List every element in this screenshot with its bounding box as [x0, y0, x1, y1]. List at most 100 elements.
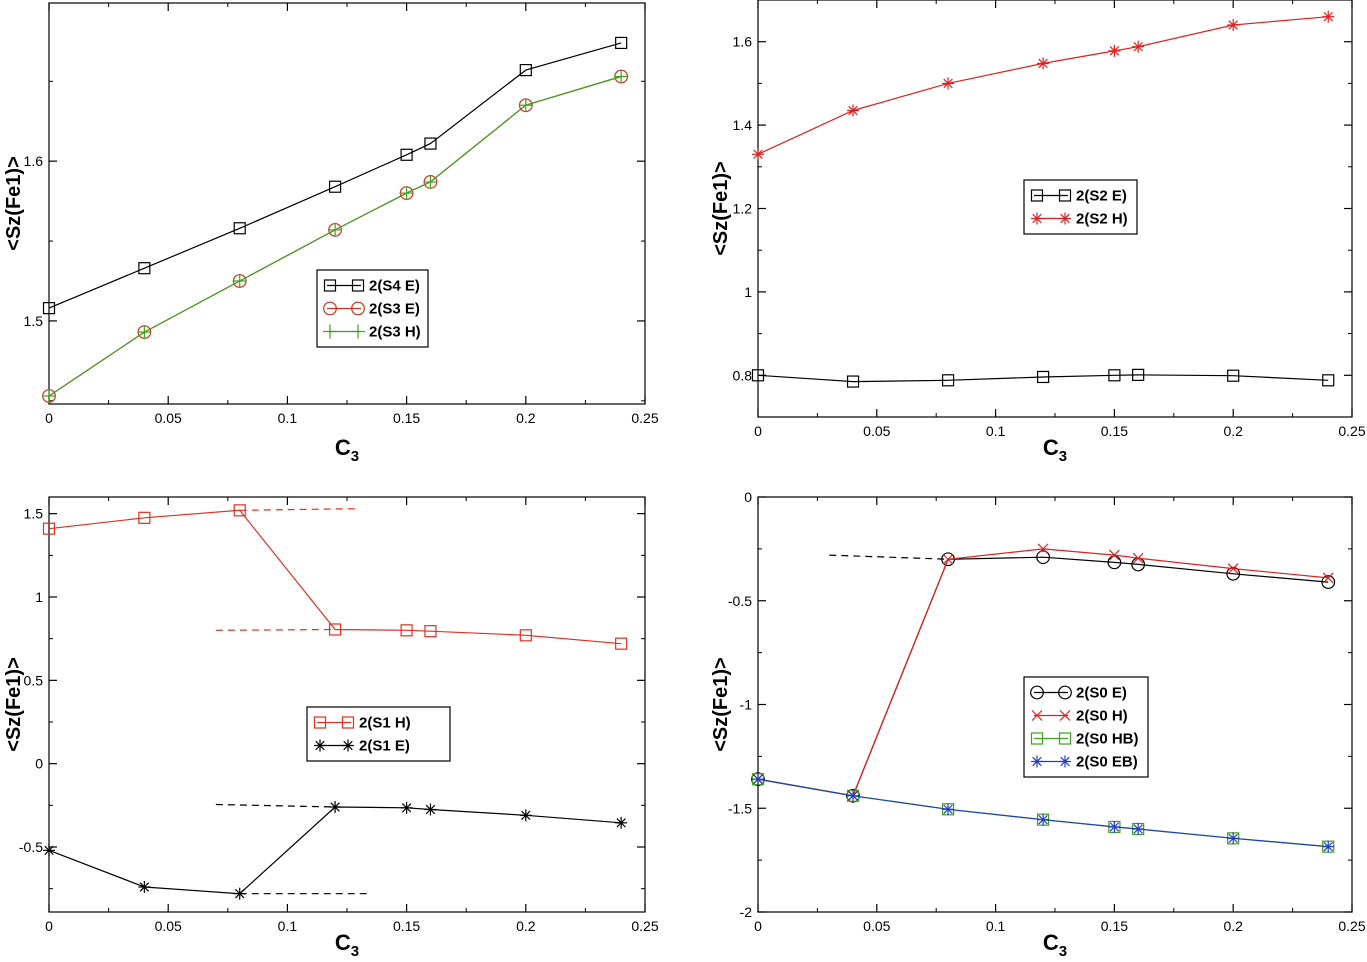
- x-tick-label: 0.05: [863, 918, 890, 934]
- legend-label: 2(S3 H): [369, 324, 421, 341]
- x-axis-label: C3: [335, 435, 359, 465]
- legend-marker: [341, 716, 355, 729]
- x-tick-label: 0.2: [516, 410, 536, 426]
- x-tick-label: 0.2: [1223, 423, 1243, 439]
- data-point-s1-7: [1322, 572, 1334, 584]
- y-tick-label: 1.2: [733, 201, 753, 217]
- legend-marker: [1058, 189, 1072, 202]
- data-point-s1-2: [942, 77, 955, 90]
- data-point-s2-1: [137, 325, 152, 340]
- chart-panel-top-right: 0 0.05 0.1 0.15 0.2 0.25 0.8 1 1.2 1.4 1.6 C3 <Sz(Fe…: [710, 0, 1366, 465]
- data-point-s1-2: [233, 887, 246, 900]
- data-point-s3-5: [1132, 823, 1145, 835]
- x-tick-label: 0.15: [393, 918, 420, 934]
- legend-label: 2(S2 E): [1076, 188, 1127, 205]
- x-tick-label: 0.2: [516, 918, 536, 934]
- data-point-s2-0: [42, 389, 56, 404]
- x-axis-label: C3: [1043, 435, 1067, 465]
- y-tick-label: 1: [744, 284, 752, 300]
- chart-panel-bottom-right: 0 0.05 0.1 0.15 0.2 0.25 -2 -1.5 -1 -0.5 0 C3 <Sz(Fe…: [710, 489, 1366, 960]
- data-point-s0-6: [519, 629, 532, 642]
- legend-marker: [351, 324, 365, 339]
- legend-marker: [314, 739, 326, 752]
- data-point-s1-7: [1322, 10, 1335, 23]
- y-tick-label: 0: [744, 489, 752, 505]
- legend-label: 2(S2 H): [1076, 211, 1128, 228]
- legend-marker: [1058, 685, 1072, 700]
- legend-entry: 2(S4 E): [323, 278, 420, 295]
- data-point-s2-4: [399, 186, 414, 201]
- x-tick-label: 0.15: [1101, 423, 1128, 439]
- data-point-s0-5: [1132, 368, 1145, 381]
- x-tick-label: 0.15: [393, 410, 420, 426]
- data-point-s0-3: [1036, 550, 1051, 565]
- legend-marker: [323, 301, 337, 316]
- legend-label: 2(S1 H): [359, 715, 411, 732]
- data-point-s1-0: [752, 148, 764, 161]
- x-tick-label: 0.05: [155, 918, 182, 934]
- x-tick-label: 0: [754, 918, 762, 934]
- dashed-guide-line: [215, 803, 336, 808]
- data-point-s0-1: [138, 262, 151, 275]
- x-axis-label: C3: [1043, 930, 1067, 960]
- data-point-s0-1: [846, 375, 860, 388]
- data-point-s0-4: [1107, 555, 1122, 570]
- data-point-s2-3: [328, 222, 343, 237]
- data-point-s2-2: [232, 273, 247, 288]
- y-tick-label: 0.5: [24, 672, 44, 688]
- x-tick-label: 0.15: [1101, 918, 1128, 934]
- legend-marker: [1059, 755, 1071, 768]
- data-point-s1-4: [1108, 44, 1121, 57]
- y-tick-label: 1.6: [24, 153, 44, 169]
- y-tick-label: 0: [35, 756, 43, 772]
- series-line-1: [757, 548, 1329, 797]
- data-point-s1-3: [1037, 543, 1049, 555]
- data-point-s3-6: [1227, 832, 1240, 845]
- data-point-s0-6: [1227, 369, 1240, 382]
- series-line-0: [757, 374, 1329, 383]
- data-point-s1-6: [1227, 19, 1240, 32]
- y-axis-label: <Sz(Fe1)>: [710, 161, 732, 255]
- data-point-s1-5: [424, 803, 437, 816]
- data-point-s2-6: [518, 98, 533, 113]
- data-point-s3-1: [847, 789, 860, 802]
- data-point-s1-3: [1037, 57, 1050, 70]
- y-axis-label: <Sz(Fe1)>: [3, 156, 25, 250]
- series-line-0: [48, 42, 622, 309]
- data-point-s1-6: [1227, 563, 1239, 575]
- legend-marker: [351, 301, 365, 316]
- data-point-s0-0: [751, 772, 765, 787]
- y-tick-label: -1: [740, 697, 753, 713]
- legend-marker: [1031, 212, 1043, 225]
- legend-marker: [1031, 710, 1043, 721]
- legend-box: [306, 706, 451, 762]
- plot-frame: [48, 496, 646, 913]
- data-point-s0-3: [1037, 370, 1050, 384]
- series-line-1: [757, 16, 1329, 155]
- y-tick-label: 1: [35, 589, 43, 605]
- data-point-s1-2: [942, 553, 954, 565]
- data-point-s0-4: [400, 624, 413, 637]
- x-tick-label: 0.1: [278, 918, 298, 934]
- y-tick-label: 0.8: [733, 367, 753, 383]
- legend-label: 2(S0 H): [1076, 708, 1128, 725]
- data-point-s1-1: [138, 881, 151, 893]
- legend-entry: 2(S1 H): [313, 715, 411, 732]
- data-point-s1-5: [1132, 40, 1145, 53]
- legend-label: 2(S0 E): [1076, 685, 1127, 702]
- legend-marker: [1059, 710, 1071, 721]
- data-point-s1-7: [615, 816, 628, 829]
- legend: 2(S0 E) 2(S0 H) 2(S0 HB) 2(S0 EB): [1023, 676, 1149, 778]
- series-line-2: [757, 778, 1329, 848]
- chart-panel-top-left: 0 0.05 0.1 0.15 0.2 0.25 1.5 1.6 C3 <Sz(Fe1)> 2(S4…: [3, 2, 659, 465]
- x-tick-label: 0.25: [631, 410, 658, 426]
- legend-marker: [351, 279, 365, 292]
- data-point-s0-0: [42, 302, 56, 315]
- data-point-s0-4: [1108, 369, 1121, 382]
- series-line-3: [757, 778, 1329, 848]
- data-point-s0-0: [42, 522, 56, 535]
- y-tick-label: -2: [740, 904, 753, 920]
- legend-marker: [1030, 189, 1044, 202]
- legend-entry: 2(S0 EB): [1031, 754, 1138, 771]
- legend-label: 2(S0 EB): [1076, 754, 1138, 771]
